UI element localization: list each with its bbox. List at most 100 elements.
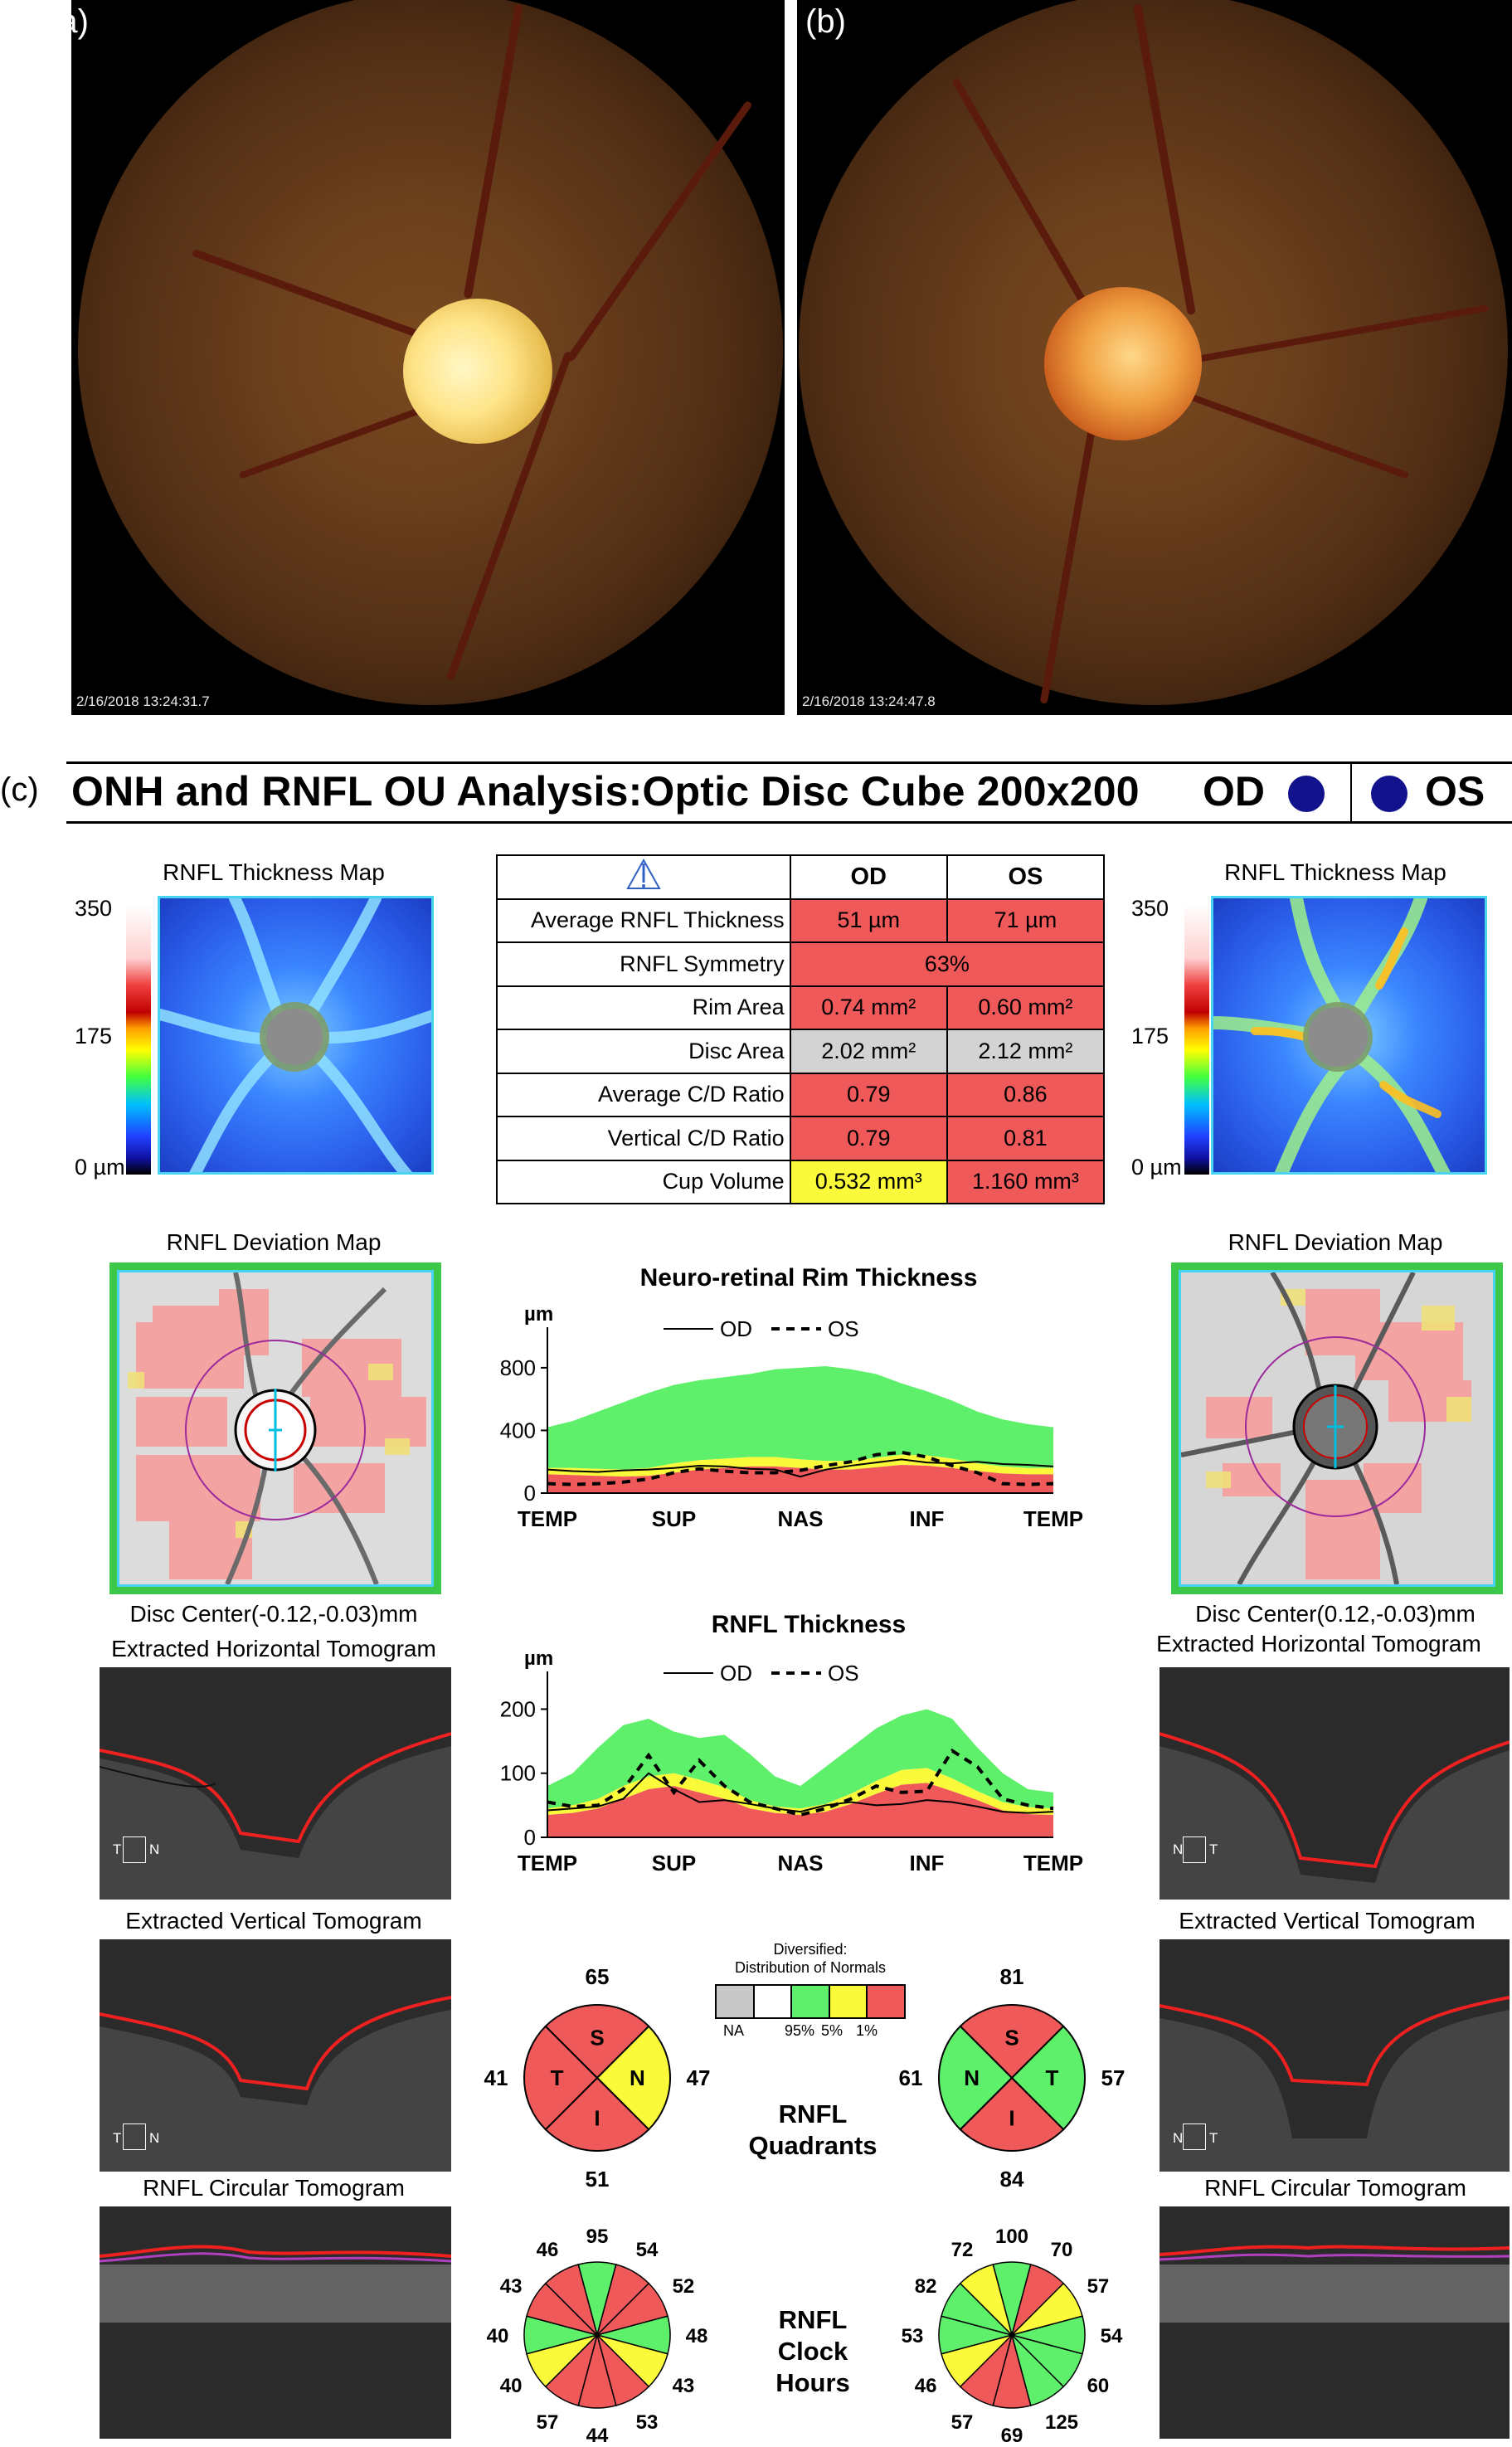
table-header-row: OD OS	[496, 854, 1106, 900]
x-tick-label: TEMP	[1023, 1506, 1083, 1531]
y-tick-label: 200	[500, 1696, 536, 1721]
od-deviation-map	[109, 1262, 441, 1594]
legend-na: NA	[723, 2022, 745, 2039]
quadrant-i	[544, 2076, 650, 2152]
warning-cell	[496, 854, 791, 900]
quadrant-value: 51	[586, 2167, 610, 2192]
panel-label-b: (b)	[805, 3, 846, 40]
os-vertical-tomogram-title: Extracted Vertical Tomogram	[1179, 1908, 1476, 1934]
series-line-os	[547, 1748, 1054, 1817]
legend-od-label: OD	[720, 1316, 752, 1341]
y-tick-label: 0	[524, 1481, 536, 1506]
os-deviation-map-title: RNFL Deviation Map	[1228, 1229, 1443, 1255]
od-colorbar	[126, 904, 151, 1175]
os-vertical-tomogram: N T	[1160, 1939, 1510, 2172]
metrics-table: OD OS Average RNFL Thickness 51 µm 71 µm…	[496, 854, 1106, 1204]
series-line-os	[547, 1450, 1054, 1486]
fundus-photo-b: 2/16/2018 13:24:47.8 (b)	[797, 0, 1512, 715]
table-row: Disc Area 2.02 mm² 2.12 mm²	[496, 1029, 1106, 1074]
od-scale-max: 350	[75, 896, 113, 921]
os-eye-dot	[1371, 776, 1407, 812]
od-h-orient-t: T	[113, 1841, 122, 1857]
normal-band-95	[547, 1709, 1053, 1809]
quadrant-value: 81	[1000, 1964, 1024, 1989]
x-tick-label: NAS	[778, 1506, 824, 1531]
os-h-orient-box-icon	[1183, 1836, 1206, 1863]
quadrant-value: 61	[899, 2065, 923, 2090]
os-colorbar	[1184, 904, 1209, 1175]
clock-hour-value: 57	[1087, 2275, 1110, 2298]
normal-band-1	[547, 1783, 1053, 1837]
quadrant-s	[544, 2004, 650, 2080]
normal-band-5	[547, 1768, 1053, 1815]
clock-hour-value: 82	[915, 2275, 937, 2298]
clock-hour-value: 54	[636, 2239, 659, 2261]
fundus-photo-a: 2/16/2018 13:24:31.7 (a)	[71, 0, 785, 715]
od-clock-hours-chart: 95 54 52 48 43 53 44 57 40 40 43 46	[487, 2226, 708, 2447]
od-v-orient-n: N	[149, 2130, 160, 2146]
col-od-header: OD	[789, 854, 948, 900]
legend-1: 1%	[856, 2022, 878, 2039]
timestamp-b: 2/16/2018 13:24:47.8	[802, 693, 936, 709]
od-circular-tomogram	[100, 2206, 451, 2439]
x-tick-label: TEMP	[518, 1506, 577, 1531]
os-deviation-map	[1171, 1262, 1503, 1594]
x-tick-label: TEMP	[518, 1851, 577, 1875]
clock-hour-value: 70	[1051, 2239, 1073, 2261]
clock-hour-value: 69	[1001, 2425, 1023, 2447]
distribution-legend-title1: Diversified:	[773, 1941, 848, 1958]
clock-hour-value: 44	[586, 2425, 609, 2447]
quadrant-n	[938, 2025, 1014, 2131]
quadrant-t	[523, 2025, 599, 2131]
clock-hour-value: 95	[586, 2226, 609, 2248]
table-row: Average RNFL Thickness 51 µm 71 µm	[496, 898, 1106, 943]
os-v-orient-t: T	[1209, 2130, 1218, 2146]
y-axis-label: µm	[524, 1647, 553, 1670]
quadrant-value: 47	[687, 2065, 711, 2090]
od-scale-min: 0 µm	[75, 1155, 125, 1180]
clock-hour-value: 43	[673, 2375, 695, 2397]
x-tick-label: NAS	[778, 1851, 824, 1875]
distribution-legend-bar	[715, 1984, 906, 2019]
clock-hour-value: 57	[951, 2411, 974, 2434]
warning-triangle-icon	[626, 858, 661, 889]
clock-hour-sector	[959, 2264, 1014, 2338]
table-row: Average C/D Ratio 0.79 0.86	[496, 1072, 1106, 1117]
header-rule	[66, 761, 1512, 764]
y-tick-label: 0	[524, 1825, 536, 1850]
timestamp-a: 2/16/2018 13:24:31.7	[76, 693, 210, 709]
os-circular-tomogram-title: RNFL Circular Tomogram	[1204, 2175, 1466, 2201]
x-tick-label: SUP	[652, 1851, 696, 1875]
y-axis-label: µm	[524, 1303, 553, 1326]
od-quadrants-chart: S 65 N 47 I 51 T 41	[484, 1964, 711, 2192]
quadrant-letter: S	[590, 2026, 604, 2051]
clock-hour-value: 125	[1045, 2411, 1078, 2434]
od-horizontal-tomogram: T N	[100, 1667, 451, 1900]
rim-chart-title: Neuro-retinal Rim Thickness	[639, 1264, 978, 1292]
os-scale-max: 350	[1131, 896, 1169, 921]
clock-hour-value: 60	[1087, 2375, 1110, 2397]
od-circular-tomogram-title: RNFL Circular Tomogram	[143, 2175, 405, 2201]
od-v-orient-t: T	[113, 2130, 122, 2146]
normal-band-5	[547, 1454, 1053, 1477]
clock-hour-value: 53	[636, 2411, 659, 2434]
clock-hour-value: 46	[915, 2375, 937, 2397]
quadrant-t	[1010, 2025, 1086, 2131]
optic-disc-b	[1044, 287, 1202, 440]
rnfl-quadrants-label: RNFL Quadrants	[748, 2099, 878, 2160]
clock-hour-value: 48	[686, 2325, 708, 2347]
clock-hour-value: 43	[500, 2275, 523, 2298]
od-eye-dot	[1288, 776, 1325, 812]
quadrant-value: 84	[1000, 2167, 1024, 2192]
os-quadrants-chart: S 81 T 57 I 84 N 61	[899, 1964, 1125, 2192]
os-label: OS	[1425, 768, 1485, 815]
panel-label-a: (a)	[71, 3, 89, 40]
x-tick-label: TEMP	[1023, 1851, 1083, 1875]
quadrant-letter: S	[1004, 2026, 1019, 2051]
quadrant-letter: I	[1009, 2105, 1014, 2130]
od-disc-center: Disc Center(-0.12,-0.03)mm	[129, 1601, 418, 1627]
legend-5: 5%	[821, 2022, 844, 2039]
normal-band-95	[547, 1366, 1053, 1470]
